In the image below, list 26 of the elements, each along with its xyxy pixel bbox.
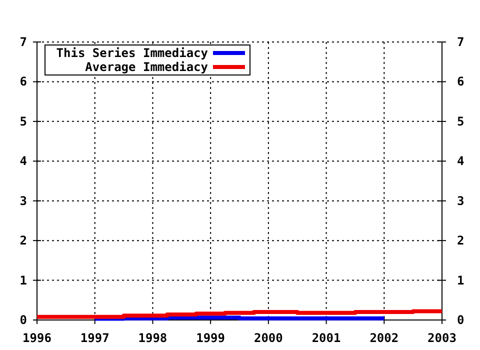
x-tick-label: 1996 bbox=[22, 331, 52, 345]
y-tick-label: 2 bbox=[20, 234, 27, 248]
x-tick-label: 2002 bbox=[370, 331, 399, 345]
y2-tick-label: 2 bbox=[457, 234, 464, 248]
legend-label: Average Immediacy bbox=[85, 60, 208, 74]
y2-tick-label: 1 bbox=[457, 273, 464, 288]
y2-tick-label: 3 bbox=[457, 194, 464, 208]
x-tick-label: 2000 bbox=[254, 331, 283, 345]
y-tick-label: 4 bbox=[20, 154, 27, 168]
x-tick-label: 1999 bbox=[196, 331, 226, 345]
y2-tick-label: 5 bbox=[457, 114, 464, 128]
y-tick-label: 6 bbox=[20, 74, 27, 89]
y-tick-label: 3 bbox=[20, 194, 27, 208]
x-tick-label: 1998 bbox=[138, 331, 168, 345]
x-tick-label: 2003 bbox=[428, 331, 456, 345]
y-tick-label: 0 bbox=[20, 313, 27, 327]
y-tick-label: 5 bbox=[20, 114, 27, 128]
y-tick-label: 7 bbox=[20, 35, 27, 49]
y2-tick-label: 4 bbox=[457, 154, 464, 168]
y2-tick-label: 6 bbox=[457, 74, 464, 89]
y2-tick-label: 0 bbox=[457, 313, 464, 327]
x-tick-label: 1997 bbox=[80, 331, 110, 345]
x-tick-label: 2001 bbox=[312, 331, 341, 345]
legend-label: This Series Immediacy bbox=[56, 46, 208, 60]
y2-tick-label: 7 bbox=[457, 35, 464, 49]
y-tick-label: 1 bbox=[20, 273, 27, 288]
